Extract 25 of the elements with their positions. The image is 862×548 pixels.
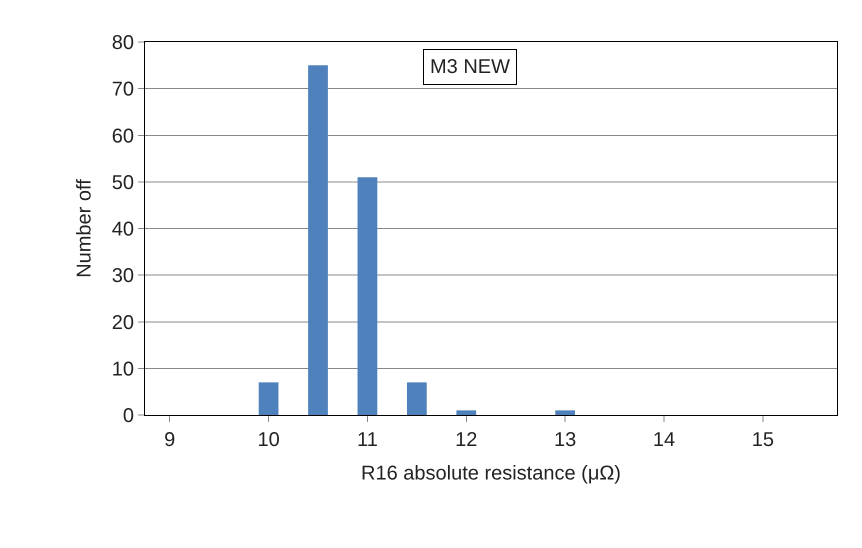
x-tick-label: 12: [455, 429, 478, 451]
bar: [406, 382, 427, 415]
y-tick-label: 70: [112, 78, 134, 101]
bar: [258, 382, 278, 415]
x-tick-label: 9: [164, 429, 176, 451]
y-tick-label: 20: [112, 312, 134, 334]
x-tick-label: 13: [554, 429, 576, 451]
x-tick-label: 15: [752, 429, 774, 451]
annotation: M3 NEW: [430, 56, 510, 78]
bar: [555, 410, 576, 415]
y-tick-label: 0: [122, 405, 134, 427]
y-tick-label: 40: [112, 218, 134, 240]
x-tick-label: 14: [652, 429, 676, 451]
y-tick-label: 60: [112, 125, 134, 148]
bar: [308, 65, 328, 415]
y-tick-label: 80: [112, 32, 134, 54]
y-tick-label: 10: [112, 358, 134, 380]
x-tick-label: 11: [357, 429, 378, 451]
y-tick-label: 50: [112, 172, 134, 194]
bar: [358, 177, 378, 415]
bar: [456, 410, 476, 415]
x-axis-title: R16 absolute resistance (μΩ): [361, 462, 621, 484]
y-tick-label: 30: [112, 265, 134, 288]
x-tick-label: 10: [257, 429, 280, 451]
y-axis-title: Number off: [73, 178, 96, 278]
